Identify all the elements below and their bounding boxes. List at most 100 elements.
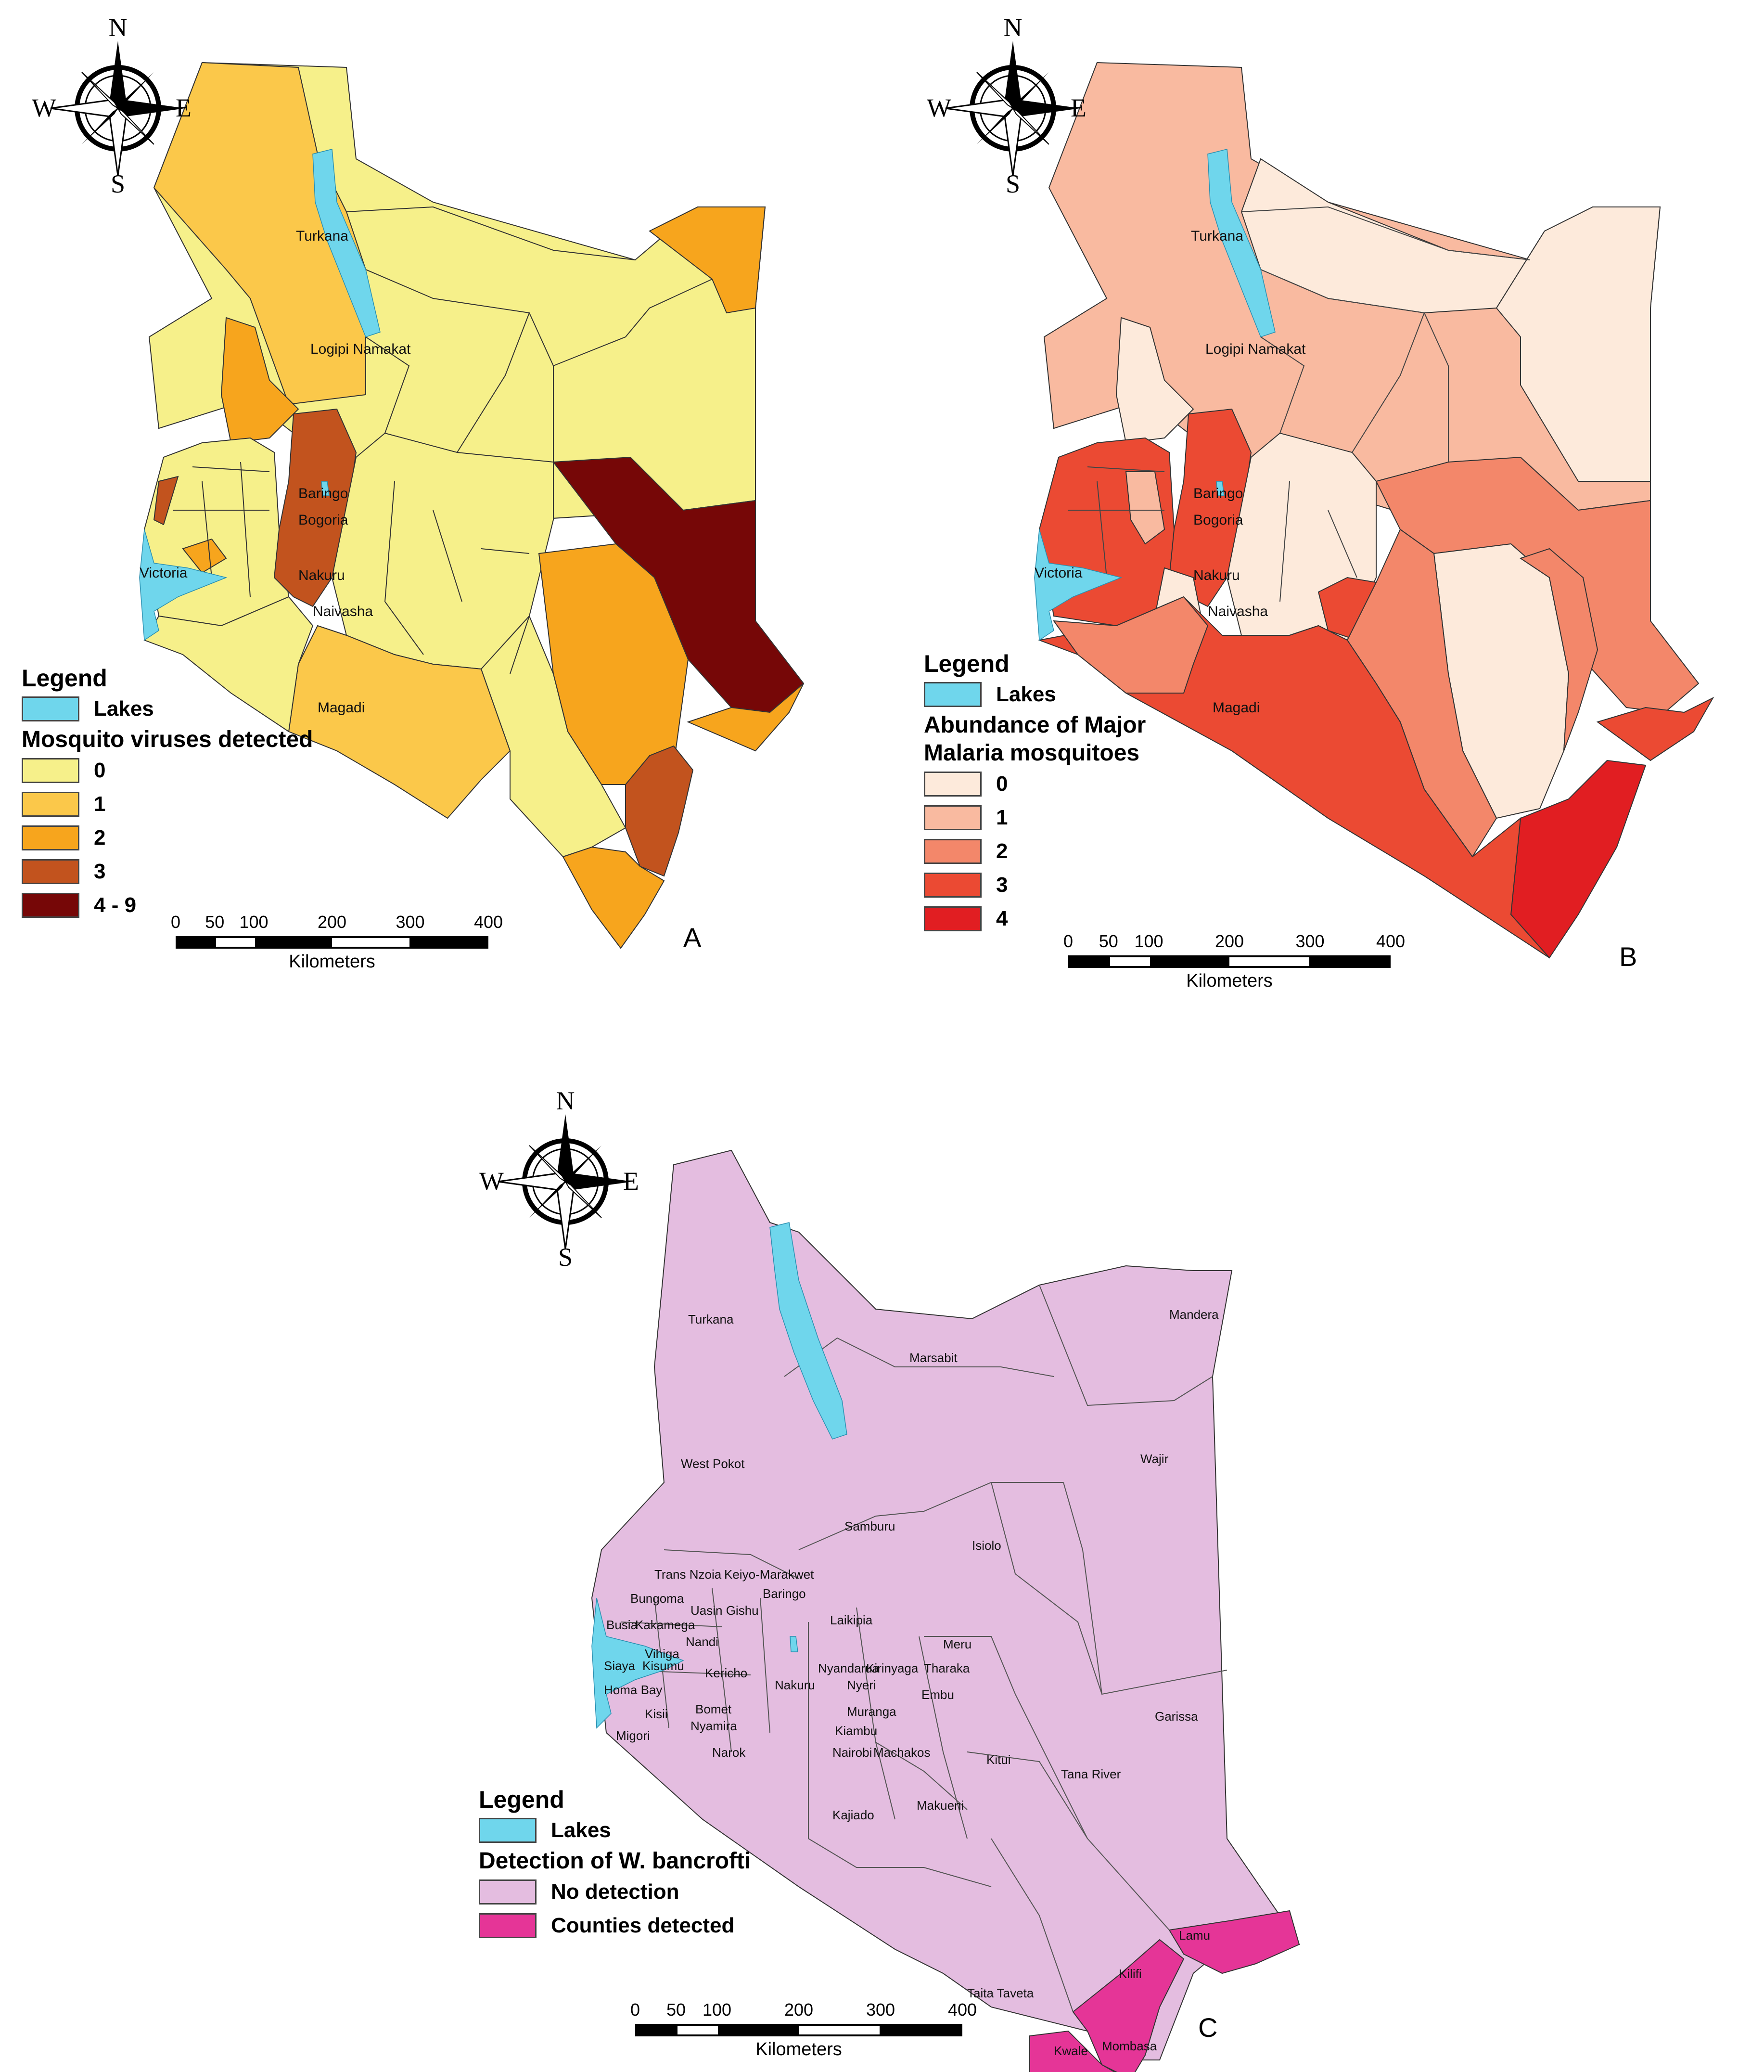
swatch-lakes	[924, 682, 982, 707]
compass-rose-icon: N S E W	[32, 13, 192, 198]
place-label: Kitui	[986, 1752, 1011, 1767]
scale-ticks: 0 50 100 200 300 400	[1063, 931, 1405, 955]
swatch-lakes	[22, 696, 79, 721]
place-label: Kwale	[1054, 2044, 1088, 2058]
region-kilifi-a	[625, 745, 694, 877]
place-labels-a: Turkana Logipi Namakat Baringo Bogoria Victo…	[140, 228, 411, 716]
scale-unit: Kilometers	[289, 952, 375, 972]
place-label: Machakos	[873, 1745, 931, 1760]
scale-ticks: 0 50 100 200 300 400	[171, 912, 503, 936]
legend-a: Legend Lakes Mosquito viruses detected 0…	[22, 664, 313, 922]
kenya-map-a: Turkana Logipi Namakat Baringo Bogoria Victo…	[139, 62, 805, 949]
map-panel-c: Turkana Marsabit Mandera Wajir West Pokot Sam…	[462, 1068, 1376, 2072]
region-kisumu-a	[182, 538, 227, 574]
place-label: Vihiga	[645, 1647, 679, 1661]
legend-class-label: 0	[996, 772, 1008, 796]
place-label: Tana River	[1061, 1767, 1121, 1781]
place-label: Nakuru	[775, 1678, 815, 1692]
scale-bar-segments	[176, 936, 488, 949]
legend-heading: Abundance of Major	[924, 712, 1146, 738]
swatch-class	[22, 893, 79, 918]
scale-tick: 0	[170, 912, 181, 932]
legend-row-class: 2	[22, 821, 313, 855]
place-label: Tharaka	[924, 1661, 970, 1675]
place-label: Magadi	[1213, 700, 1260, 716]
region-makueni-a	[480, 615, 626, 858]
kenya-map-b: Turkana Logipi Namakat Baringo Bogoria Victo…	[1034, 62, 1714, 959]
scale-tick: 300	[1295, 931, 1325, 951]
swatch-lakes	[479, 1818, 537, 1843]
place-label: Siaya	[604, 1659, 636, 1673]
county-boundaries-b	[1068, 206, 1531, 602]
region-southwest-a	[143, 596, 314, 733]
place-label: Kirinyaga	[866, 1661, 919, 1675]
place-label: Uasin Gishu	[690, 1603, 759, 1618]
swatch-class	[924, 805, 982, 830]
place-label: Kiambu	[835, 1724, 877, 1738]
legend-row-lakes: Lakes	[479, 1814, 751, 1847]
swatch-class	[22, 792, 79, 817]
place-label: Nairobi	[832, 1745, 872, 1760]
scale-bar-segments	[635, 2024, 962, 2036]
scale-tick: 100	[702, 2000, 732, 2020]
compass-n-label: N	[556, 1086, 575, 1115]
place-label: Turkana	[688, 1312, 734, 1326]
place-label: Bungoma	[630, 1591, 684, 1606]
scale-tick: 200	[1214, 931, 1244, 951]
scale-tick: 100	[239, 912, 268, 932]
lake-turkana-b	[1207, 149, 1276, 337]
legend-row-class: 3	[22, 855, 313, 888]
compass-w-label: W	[479, 1167, 504, 1196]
legend-row-class: 4 - 9	[22, 888, 313, 922]
north-arrow-a: N S E W	[32, 10, 192, 198]
region-westerntip-a	[153, 476, 179, 526]
place-label: Isiolo	[972, 1538, 1001, 1553]
scale-bar-segments	[1068, 955, 1391, 968]
legend-class-label: 1	[996, 806, 1008, 829]
compass-rose-icon: N S E W	[479, 1086, 639, 1272]
lake-baringo-b	[1216, 481, 1225, 496]
place-label: Nyamira	[690, 1719, 737, 1733]
place-label: Samburu	[844, 1519, 895, 1533]
region-lamu-c	[1168, 1910, 1300, 1974]
legend-title: Legend	[22, 665, 107, 692]
place-label: Nandi	[686, 1634, 718, 1649]
place-label: Victoria	[140, 565, 188, 581]
swatch-class	[22, 825, 79, 850]
place-label: Kajiado	[832, 1808, 874, 1822]
scale-tick: 50	[1099, 931, 1118, 951]
compass-rose-icon: N S E W	[927, 13, 1087, 198]
swatch-class	[924, 839, 982, 864]
legend-title: Legend	[924, 650, 1010, 677]
region-mandera-b	[1496, 206, 1661, 482]
place-label: Naivasha	[1208, 604, 1268, 619]
place-label: Meru	[943, 1637, 971, 1651]
legend-row-lakes: Lakes	[924, 678, 1146, 711]
compass-n-label: N	[1004, 13, 1023, 42]
lakes-c	[591, 1222, 847, 1729]
legend-heading: Malaria mosquitoes	[924, 740, 1140, 766]
legend-title: Legend	[479, 1786, 564, 1813]
place-label: Kericho	[705, 1666, 747, 1680]
place-labels-b: Turkana Logipi Namakat Baringo Bogoria Victo…	[1035, 228, 1306, 716]
place-label: Trans Nzoia	[654, 1567, 722, 1582]
legend-class-label: 0	[94, 759, 106, 782]
legend-row-class: 0	[22, 754, 313, 787]
scale-bar-c: 0 50 100 200 300 400 Kilometers	[630, 2000, 977, 2060]
place-label: Turkana	[296, 228, 348, 244]
place-label: Kakamega	[635, 1618, 695, 1632]
lake-victoria-b	[1034, 529, 1123, 641]
map-panel-a: Turkana Logipi Namakat Baringo Bogoria Victo…	[0, 0, 866, 1011]
lakes-b	[1034, 149, 1276, 641]
scale-unit: Kilometers	[755, 2039, 842, 2059]
swatch-class	[479, 1913, 537, 1938]
place-label: Embu	[921, 1687, 954, 1702]
legend-label-lakes: Lakes	[996, 682, 1056, 706]
region-kwale-c	[1029, 2030, 1116, 2072]
place-label: Taita Taveta	[967, 1986, 1034, 2000]
kenya-map-c: Turkana Marsabit Mandera Wajir West Pokot Sam…	[591, 1149, 1300, 2072]
north-arrow-c: N S E W	[479, 1083, 640, 1272]
place-label: Bogoria	[1193, 512, 1243, 528]
region-kilifi-c	[1072, 1939, 1185, 2072]
place-label: Naivasha	[313, 604, 373, 619]
